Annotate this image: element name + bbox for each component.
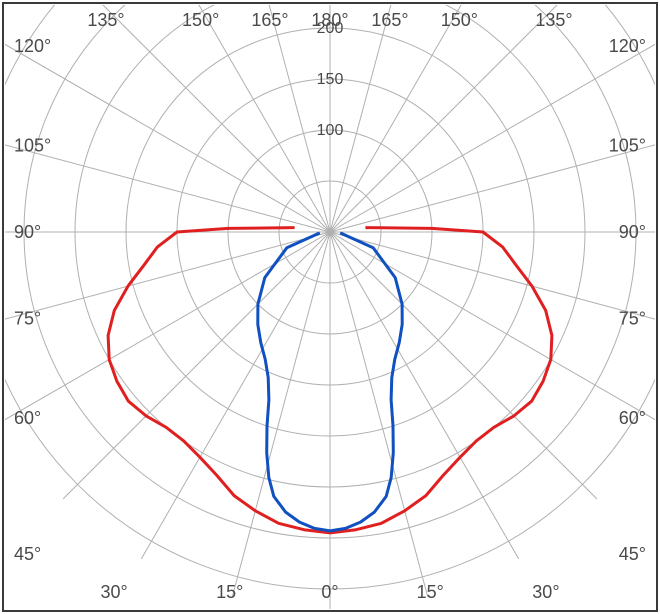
angle-label: 105° — [609, 136, 646, 156]
angle-label: 165° — [251, 10, 288, 30]
angle-label: 165° — [371, 10, 408, 30]
angle-label: 45° — [619, 544, 646, 564]
angle-label: 150° — [182, 10, 219, 30]
angle-label: 105° — [14, 136, 51, 156]
angle-label: 90° — [14, 222, 41, 242]
radial-tick-label: 150 — [317, 71, 344, 88]
angle-label: 60° — [14, 408, 41, 428]
angle-label: 135° — [535, 10, 572, 30]
angle-label: 150° — [441, 10, 478, 30]
radial-tick-label: 100 — [317, 122, 344, 139]
angle-label: 0° — [321, 582, 338, 602]
angle-label: 180° — [311, 10, 348, 30]
angle-label: 135° — [87, 10, 124, 30]
angle-label: 15° — [417, 582, 444, 602]
angle-label: 45° — [14, 544, 41, 564]
angle-label: 30° — [532, 582, 559, 602]
angle-label: 15° — [216, 582, 243, 602]
angle-label: 90° — [619, 222, 646, 242]
polar-svg: 100150200250300180°165°150°135°120°105°9… — [0, 0, 660, 614]
polar-chart: 100150200250300180°165°150°135°120°105°9… — [0, 0, 660, 614]
angle-label: 120° — [14, 36, 51, 56]
angle-label: 30° — [100, 582, 127, 602]
angle-label: 120° — [609, 36, 646, 56]
angle-label: 75° — [619, 308, 646, 328]
angle-label: 75° — [14, 308, 41, 328]
angle-label: 60° — [619, 408, 646, 428]
